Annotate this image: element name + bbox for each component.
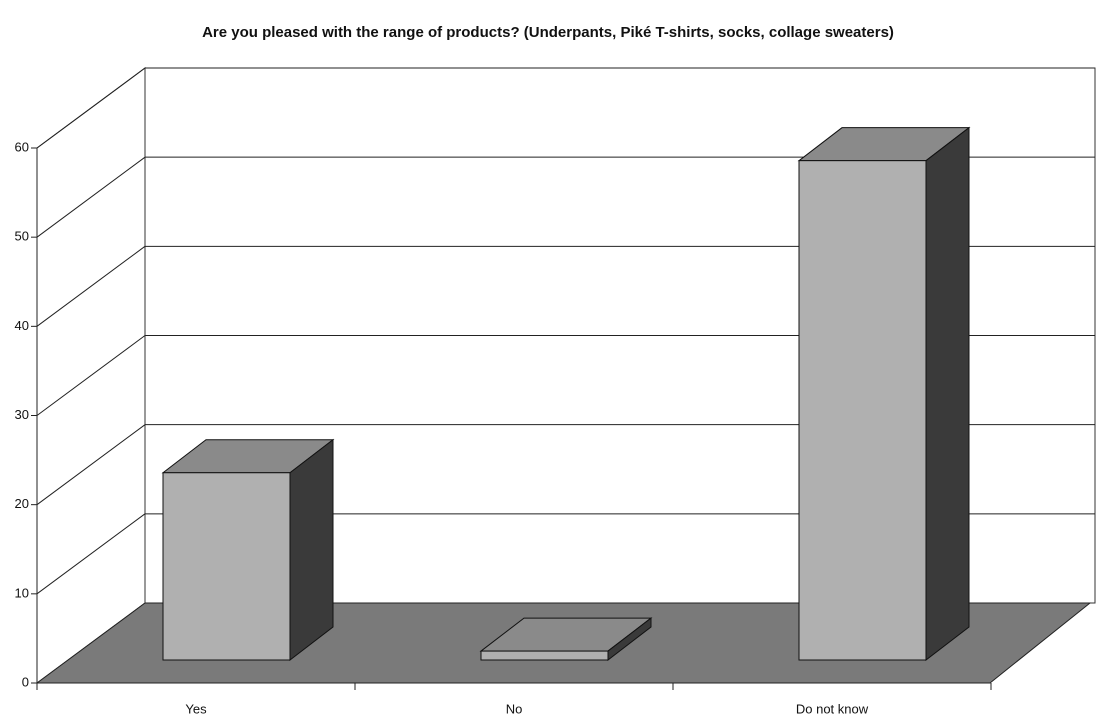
bar-side [925,126,970,662]
y-tick-label: 40 [15,318,29,333]
bar [798,160,927,661]
side-grid-line [36,67,146,149]
y-tick-label: 20 [15,496,29,511]
chart-title: Are you pleased with the range of produc… [202,24,894,41]
x-tick-label: No [506,701,523,716]
y-tick-label: 0 [22,674,29,689]
x-tick-label: Do not know [796,701,869,716]
y-tick-label: 60 [15,139,29,154]
side-grid-line [36,424,146,506]
side-grid-line [36,335,146,416]
y-tick-label: 10 [15,585,29,600]
y-tick-label: 50 [15,229,29,244]
y-tick-label: 30 [15,407,29,422]
bar [162,472,291,661]
side-grid-line [36,513,146,595]
side-grid-line [36,156,146,238]
x-tick-label: Yes [185,701,207,716]
bar [480,650,609,661]
bar-side [289,438,334,662]
side-grid-line [36,245,146,327]
